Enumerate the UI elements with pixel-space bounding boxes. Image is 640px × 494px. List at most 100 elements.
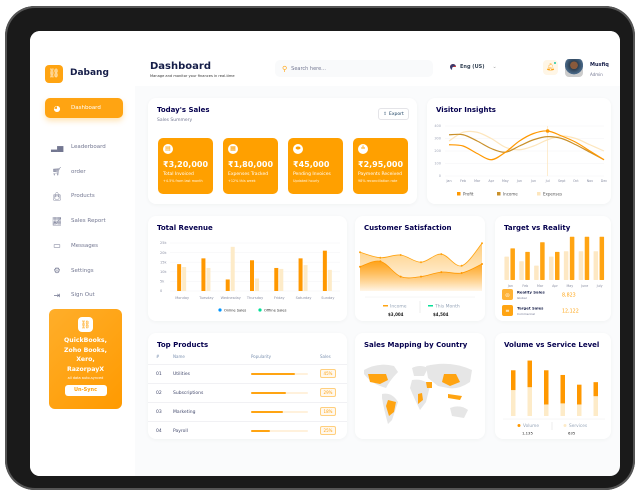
data-point bbox=[481, 263, 483, 265]
sales-badge: 25% bbox=[320, 426, 336, 435]
notification-dot bbox=[554, 62, 556, 64]
bar-reality-sales bbox=[504, 256, 509, 280]
invoice-icon: ▤ bbox=[163, 144, 173, 154]
table-row[interactable]: 02 Subscriptions 29% bbox=[148, 383, 347, 402]
sidebar-item-sales-report[interactable]: 📈︎ Sales Report bbox=[45, 211, 123, 231]
legend-label: Services bbox=[569, 423, 588, 429]
sync-icon: ⛓ bbox=[78, 317, 93, 332]
data-point bbox=[440, 253, 443, 256]
highlight-point[interactable] bbox=[545, 129, 550, 133]
legend-dot bbox=[218, 308, 222, 312]
bar-reality-sales bbox=[563, 251, 569, 280]
sidebar-item-dashboard[interactable]: ◕ Dashboard bbox=[45, 98, 123, 118]
popularity-bar bbox=[251, 411, 308, 413]
x-tick-label: July bbox=[596, 284, 603, 288]
bar-target-sales bbox=[540, 242, 545, 280]
sidebar-item-leaderboard[interactable]: ▂▅ Leaderboard bbox=[45, 137, 123, 157]
notification-button[interactable]: 🔔︎ bbox=[543, 60, 558, 75]
series-line-profit bbox=[448, 130, 605, 161]
stat-value: ₹45,000 bbox=[293, 160, 330, 169]
x-tick-label: May bbox=[502, 179, 509, 183]
data-point bbox=[460, 272, 463, 274]
area-this-month bbox=[360, 261, 482, 291]
product-name: Marketing bbox=[173, 410, 196, 415]
y-tick-label: 400 bbox=[434, 124, 441, 128]
product-name: Utilities bbox=[173, 372, 190, 377]
language-select[interactable]: Eng (US) ⌄ bbox=[450, 64, 497, 70]
bar-volume bbox=[527, 360, 532, 388]
card-subtitle: Sales Summery bbox=[157, 118, 193, 123]
stat-value: ₹3,20,000 bbox=[163, 160, 209, 169]
series-line-expenses bbox=[448, 130, 605, 152]
data-point bbox=[399, 254, 402, 256]
screen: ⛓ Dabang ◕ Dashboard ▂▅ Leaderboard 🛒︎ order 👜… bbox=[30, 31, 620, 476]
y-tick-label: 0 bbox=[439, 174, 441, 178]
sidebar-item-order[interactable]: 🛒︎ order bbox=[45, 162, 123, 182]
sidebar-item-label: Sales Report bbox=[71, 218, 106, 225]
sales-mapping-card: Sales Mapping by Country bbox=[355, 333, 485, 439]
popularity-bar bbox=[251, 392, 308, 394]
sidebar-item-label: Messages bbox=[71, 242, 98, 249]
popularity-bar bbox=[251, 373, 308, 375]
sidebar-item-label: Products bbox=[71, 193, 95, 200]
legend-dot bbox=[258, 308, 262, 312]
tablet-frame: ⛓ Dabang ◕ Dashboard ▂▅ Leaderboard 🛒︎ order 👜… bbox=[5, 6, 635, 490]
sidebar-item-label: Sign Out bbox=[71, 292, 95, 299]
avatar[interactable] bbox=[565, 59, 583, 77]
x-tick-label: May bbox=[566, 284, 573, 288]
bar-online-sales bbox=[274, 267, 279, 291]
x-tick-label: Jun bbox=[516, 179, 522, 183]
bar-reality-sales bbox=[519, 261, 524, 280]
table-row[interactable]: 01 Utilities 45% bbox=[148, 364, 347, 383]
x-tick-label: Jan bbox=[507, 284, 513, 288]
legend-sublabel: Commercial bbox=[517, 312, 535, 316]
table-row[interactable]: 03 Marketing 18% bbox=[148, 402, 347, 421]
sidebar-item-products[interactable]: 👜︎ Products bbox=[45, 186, 123, 206]
pie-chart-icon: ◕ bbox=[53, 103, 61, 113]
bar-reality-sales bbox=[549, 256, 554, 280]
table-row[interactable]: 04 Payroll 25% bbox=[148, 421, 347, 440]
data-point bbox=[481, 242, 483, 245]
export-button[interactable]: ⇪ Export bbox=[378, 108, 409, 120]
row-id: 02 bbox=[156, 391, 162, 396]
data-point bbox=[379, 256, 382, 259]
sidebar-item-settings[interactable]: ⚙ Settings bbox=[45, 261, 123, 281]
series-line-income bbox=[448, 133, 605, 161]
sync-promo-card: ⛓ QuickBooks, Zoho Books, Xero, Razorpay… bbox=[49, 309, 122, 409]
promo-title: QuickBooks, Zoho Books, Xero, RazorpayX bbox=[64, 337, 107, 373]
legend-label: Expenses bbox=[543, 191, 562, 196]
card-title: Customer Satisfaction bbox=[364, 224, 452, 232]
sidebar-item-messages[interactable]: ▭ Messages bbox=[45, 236, 123, 256]
continents bbox=[364, 363, 472, 424]
x-tick-label: Jun bbox=[530, 179, 536, 183]
y-tick-label: 10k bbox=[160, 270, 167, 274]
bar-services bbox=[544, 404, 549, 416]
x-tick-label: Thursday bbox=[246, 296, 263, 300]
legend-value: 635 bbox=[568, 431, 576, 436]
x-tick-label: Feb bbox=[460, 179, 466, 183]
popularity-bar bbox=[251, 430, 308, 432]
customer-satisfaction-chart: Income $3,004 This Month $4,504 bbox=[359, 242, 483, 317]
stat-subtext: +4.5% from last month bbox=[163, 179, 203, 183]
bar-volume bbox=[593, 382, 598, 397]
legend-label: Online Sales bbox=[224, 308, 246, 312]
gear-icon: ⚙ bbox=[53, 266, 61, 275]
promo-subtitle: all data auto-synced bbox=[67, 376, 104, 380]
bar-volume bbox=[577, 384, 582, 405]
line-chart-icon: 📈︎ bbox=[51, 216, 63, 226]
unsync-button[interactable]: Un-Sync bbox=[64, 385, 107, 396]
legend-swatch bbox=[457, 192, 461, 196]
export-icon: ⇪ bbox=[383, 111, 388, 117]
chevron-down-icon: ⌄ bbox=[492, 64, 497, 70]
search-input[interactable]: ⚲ Search here... bbox=[275, 60, 433, 77]
top-products-card: Top Products # Name Popularity Sales 01 Utili… bbox=[148, 333, 347, 439]
card-title: Today's Sales bbox=[157, 106, 210, 114]
bar-offline-sales bbox=[230, 246, 235, 291]
bar-online-sales bbox=[225, 279, 230, 291]
customer-satisfaction-card: Customer Satisfaction Income $3,004 This M… bbox=[355, 216, 485, 321]
sidebar-item-sign-out[interactable]: ⇥ Sign Out bbox=[45, 285, 123, 305]
stat-card: ⬬ ₹45,000 Pending Invoices Updated hourly bbox=[288, 138, 343, 194]
data-point bbox=[420, 275, 422, 278]
stat-label: Expenses Tracked bbox=[228, 172, 269, 177]
